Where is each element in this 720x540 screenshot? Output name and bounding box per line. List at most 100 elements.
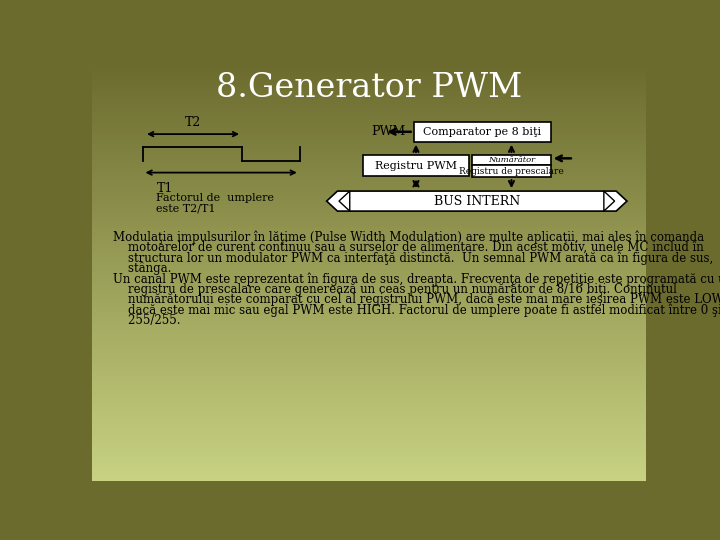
Bar <box>92 378 647 380</box>
Bar <box>92 300 647 302</box>
Bar <box>92 397 647 399</box>
Bar <box>92 227 647 228</box>
Bar <box>92 228 647 230</box>
Bar <box>92 180 647 181</box>
Bar <box>92 338 647 339</box>
Bar <box>92 133 647 134</box>
Bar <box>92 441 647 442</box>
Bar <box>92 145 647 146</box>
Bar <box>92 424 647 425</box>
Bar <box>92 410 647 411</box>
Bar <box>92 471 647 472</box>
Bar <box>92 127 647 129</box>
Bar <box>92 230 647 231</box>
Bar <box>92 134 647 136</box>
Polygon shape <box>604 191 615 211</box>
Bar <box>92 219 647 220</box>
Bar <box>92 434 647 435</box>
Bar <box>92 213 647 214</box>
Bar <box>92 395 647 396</box>
Bar <box>92 153 647 155</box>
Bar <box>92 176 647 177</box>
Bar <box>92 475 647 476</box>
Bar <box>92 316 647 317</box>
Bar <box>92 458 647 460</box>
Bar <box>92 367 647 368</box>
Bar <box>92 143 647 144</box>
Bar <box>92 260 647 261</box>
Bar <box>92 327 647 328</box>
Bar <box>414 122 551 142</box>
Bar <box>92 469 647 471</box>
Bar <box>92 77 647 79</box>
Bar <box>92 361 647 363</box>
Bar <box>92 204 647 205</box>
Bar <box>92 403 647 404</box>
Bar <box>92 212 647 213</box>
Bar <box>92 205 647 206</box>
Bar <box>92 449 647 450</box>
Bar <box>92 112 647 113</box>
Bar <box>92 68 647 69</box>
Bar <box>92 307 647 309</box>
Bar <box>92 309 647 310</box>
Bar <box>92 370 647 371</box>
Bar <box>92 185 647 187</box>
Bar <box>92 432 647 434</box>
Polygon shape <box>327 191 627 211</box>
Bar <box>92 291 647 292</box>
Bar <box>92 357 647 359</box>
Bar <box>92 148 647 150</box>
Bar <box>92 168 647 170</box>
Bar <box>92 202 647 204</box>
Bar <box>92 198 647 199</box>
Bar <box>92 239 647 241</box>
Bar <box>92 248 647 249</box>
Bar <box>92 140 647 141</box>
Bar <box>92 350 647 352</box>
Bar <box>92 249 647 251</box>
Text: numărătorului este comparat cu cel al registrului PWM, dacă este mai mare ieşire: numărătorului este comparat cu cel al re… <box>113 294 720 307</box>
Bar <box>92 122 647 123</box>
Bar <box>92 231 647 233</box>
Bar <box>92 280 647 281</box>
Bar <box>92 109 647 111</box>
Bar <box>92 366 647 367</box>
Bar <box>92 282 647 284</box>
Bar <box>92 114 647 116</box>
Text: T2: T2 <box>185 117 201 130</box>
Bar <box>92 454 647 456</box>
Bar <box>92 392 647 393</box>
Bar <box>92 206 647 207</box>
Bar <box>92 464 647 465</box>
Bar <box>92 431 647 432</box>
Bar <box>92 472 647 474</box>
Bar <box>92 402 647 403</box>
Bar <box>92 446 647 447</box>
Bar <box>92 313 647 314</box>
Bar <box>92 152 647 153</box>
Bar <box>92 89 647 90</box>
Bar <box>92 374 647 375</box>
Bar <box>92 435 647 436</box>
Bar <box>92 99 647 101</box>
Bar <box>92 295 647 296</box>
Bar <box>92 284 647 285</box>
Bar <box>92 364 647 366</box>
Text: structura lor un modulator PWM ca interfaţă distinctă.  Un semnal PWM arată ca î: structura lor un modulator PWM ca interf… <box>113 251 714 265</box>
Bar <box>92 155 647 156</box>
Text: registru de prescalare care generează un ceas pentru un numărător de 8/16 biţi. : registru de prescalare care generează un… <box>113 283 678 296</box>
Bar <box>92 130 647 131</box>
Bar <box>92 380 647 381</box>
Bar <box>92 437 647 439</box>
Bar <box>92 427 647 428</box>
Bar <box>92 399 647 400</box>
Bar <box>92 332 647 334</box>
Bar <box>92 450 647 451</box>
Bar <box>92 146 647 148</box>
Bar <box>92 331 647 332</box>
Text: T1: T1 <box>156 182 173 195</box>
Bar <box>92 197 647 198</box>
Bar <box>92 436 647 437</box>
Bar <box>92 188 647 190</box>
